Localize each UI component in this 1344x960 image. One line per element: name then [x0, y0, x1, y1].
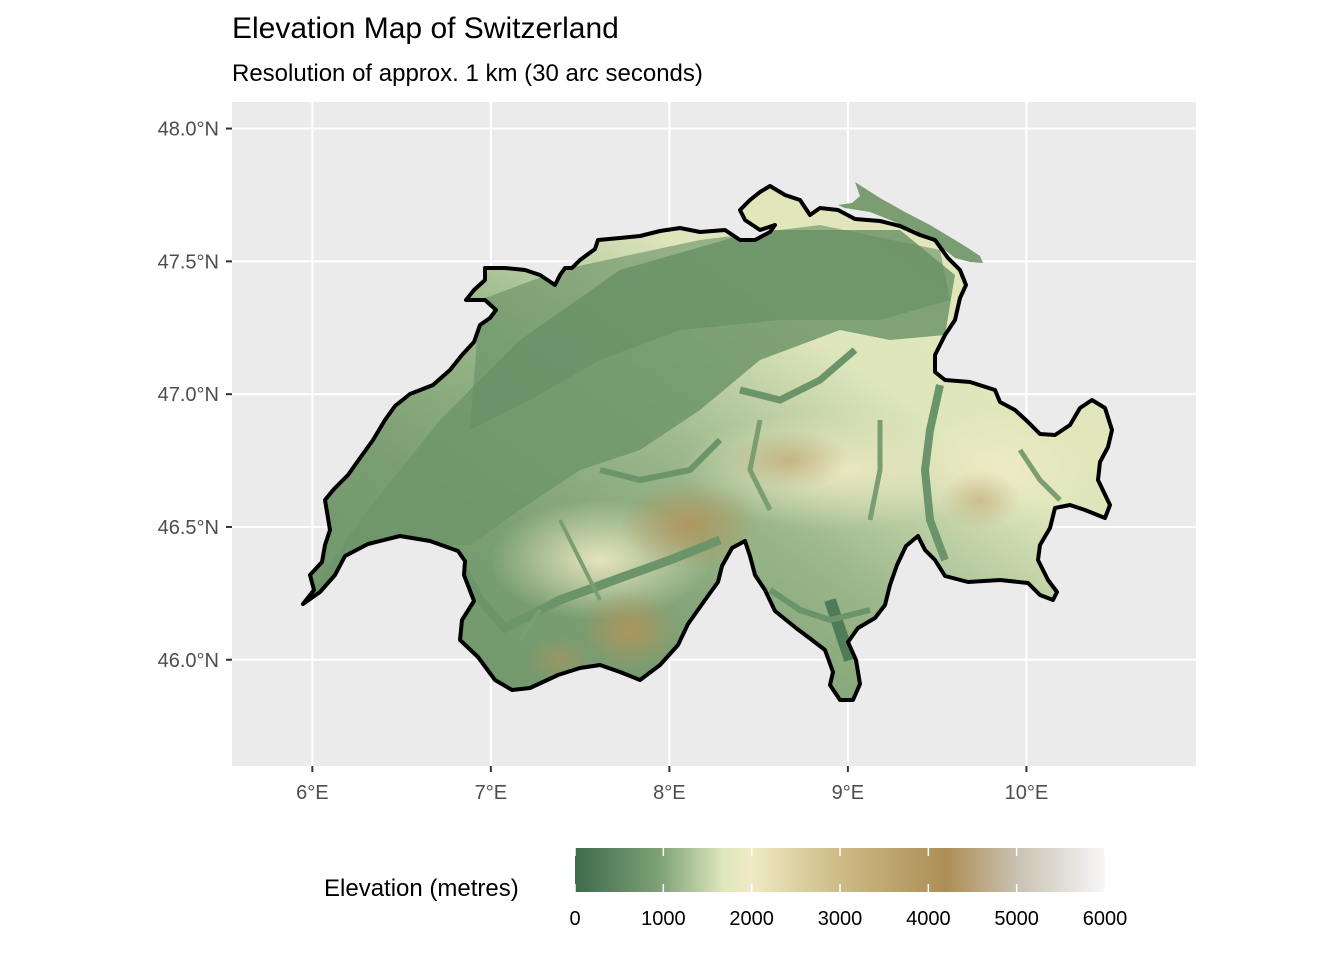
- y-tick-label: 48.0°N: [158, 119, 219, 141]
- legend-tick-label: 1000: [641, 908, 686, 930]
- x-tick-label: 9°E: [832, 782, 864, 804]
- x-axis: 6°E 7°E 8°E 9°E 10°E: [296, 766, 1048, 804]
- y-tick-label: 47.5°N: [158, 251, 219, 273]
- x-tick-label: 6°E: [296, 782, 328, 804]
- legend-ticks: 0 1000 2000 3000 4000 5000 6000: [569, 848, 1127, 930]
- x-tick-label: 7°E: [475, 782, 507, 804]
- legend-tick-label: 5000: [994, 908, 1039, 930]
- chart-title: Elevation Map of Switzerland: [232, 12, 619, 45]
- x-tick-label: 10°E: [1005, 782, 1049, 804]
- switzerland-border: [301, 184, 1114, 702]
- chart-subtitle: Resolution of approx. 1 km (30 arc secon…: [232, 60, 703, 87]
- y-axis: 48.0°N 47.5°N 47.0°N 46.5°N 46.0°N: [158, 119, 232, 672]
- legend-tick-label: 3000: [818, 908, 863, 930]
- legend-tick-label: 6000: [1083, 908, 1128, 930]
- x-tick-label: 8°E: [653, 782, 685, 804]
- lake-constance-region: [838, 182, 983, 263]
- legend-tick-label: 0: [569, 908, 580, 930]
- y-tick-label: 46.0°N: [158, 650, 219, 672]
- y-tick-label: 46.5°N: [158, 517, 219, 539]
- legend-title: Elevation (metres): [324, 875, 519, 902]
- y-tick-label: 47.0°N: [158, 384, 219, 406]
- legend-tick-label: 2000: [729, 908, 774, 930]
- legend-tick-label: 4000: [906, 908, 951, 930]
